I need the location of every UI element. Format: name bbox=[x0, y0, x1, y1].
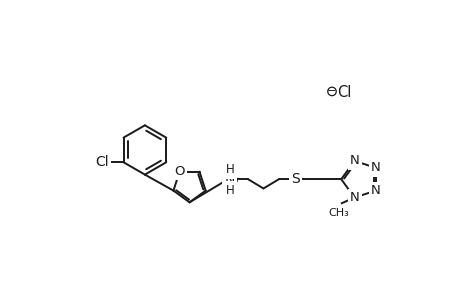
Text: O: O bbox=[174, 165, 185, 178]
Text: −: − bbox=[327, 86, 336, 96]
Text: N: N bbox=[370, 161, 380, 174]
Text: N: N bbox=[370, 184, 380, 197]
Text: Cl: Cl bbox=[336, 85, 351, 100]
Text: S: S bbox=[291, 172, 300, 186]
Text: methyl: methyl bbox=[334, 206, 339, 207]
Text: H: H bbox=[225, 164, 234, 176]
Text: CH₃: CH₃ bbox=[327, 208, 348, 218]
Text: N: N bbox=[349, 154, 358, 167]
Text: N: N bbox=[349, 191, 358, 204]
Text: Cl: Cl bbox=[95, 155, 109, 169]
Text: N: N bbox=[224, 173, 234, 187]
Text: H: H bbox=[225, 184, 234, 196]
